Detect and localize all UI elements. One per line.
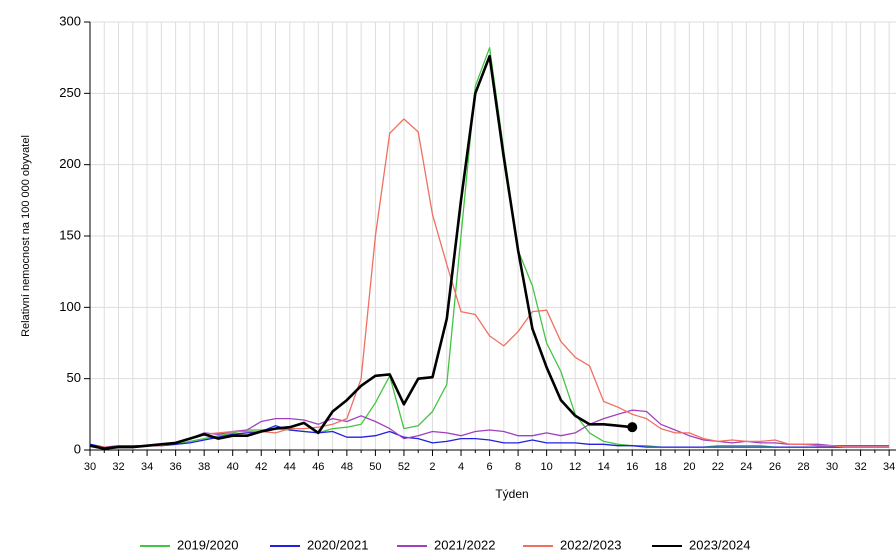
x-tick-label: 34 [883, 461, 895, 473]
x-tick-label: 50 [369, 461, 381, 473]
legend-label: 2019/2020 [177, 537, 238, 552]
x-tick-label: 20 [683, 461, 695, 473]
y-tick-label: 0 [74, 441, 81, 456]
y-tick-label: 300 [59, 13, 81, 28]
x-tick-label: 32 [112, 461, 124, 473]
series-line [89, 409, 890, 448]
x-tick-label: 10 [541, 461, 553, 473]
legend-label: 2022/2023 [560, 537, 621, 552]
x-tick-label: 32 [854, 461, 866, 473]
x-tick-label: 38 [198, 461, 210, 473]
x-tick-label: 2 [429, 461, 435, 473]
series-line [89, 47, 890, 450]
x-tick-label: 46 [312, 461, 324, 473]
x-tick-label: 44 [284, 461, 296, 473]
x-tick-label: 16 [626, 461, 638, 473]
x-tick-label: 30 [826, 461, 838, 473]
legend-label: 2023/2024 [689, 537, 750, 552]
y-tick-label: 200 [59, 156, 81, 171]
y-tick-label: 150 [59, 227, 81, 242]
y-tick-label: 50 [67, 370, 81, 385]
legend-label: 2021/2022 [434, 537, 495, 552]
x-tick-label: 52 [398, 461, 410, 473]
x-tick-label: 14 [598, 461, 610, 473]
x-tick-label: 40 [227, 461, 239, 473]
x-tick-label: 4 [458, 461, 464, 473]
x-tick-label: 28 [797, 461, 809, 473]
x-tick-label: 26 [769, 461, 781, 473]
x-tick-label: 22 [712, 461, 724, 473]
end-marker [627, 422, 638, 433]
x-tick-label: 18 [655, 461, 667, 473]
x-tick-label: 30 [84, 461, 96, 473]
y-tick-label: 100 [59, 299, 81, 314]
x-tick-label: 12 [569, 461, 581, 473]
series-line [89, 425, 890, 448]
series-line [89, 54, 633, 450]
x-tick-label: 24 [740, 461, 752, 473]
x-tick-label: 6 [486, 461, 492, 473]
x-axis-title: Týden [495, 487, 528, 501]
x-tick-label: 42 [255, 461, 267, 473]
y-tick-label: 250 [59, 85, 81, 100]
series-line [89, 118, 890, 448]
y-axis-title: Relativní nemocnost na 100 000 obyvatel [20, 135, 32, 337]
x-tick-label: 34 [141, 461, 153, 473]
x-tick-label: 48 [341, 461, 353, 473]
legend-label: 2020/2021 [307, 537, 368, 552]
x-tick-label: 36 [169, 461, 181, 473]
x-tick-label: 8 [515, 461, 521, 473]
